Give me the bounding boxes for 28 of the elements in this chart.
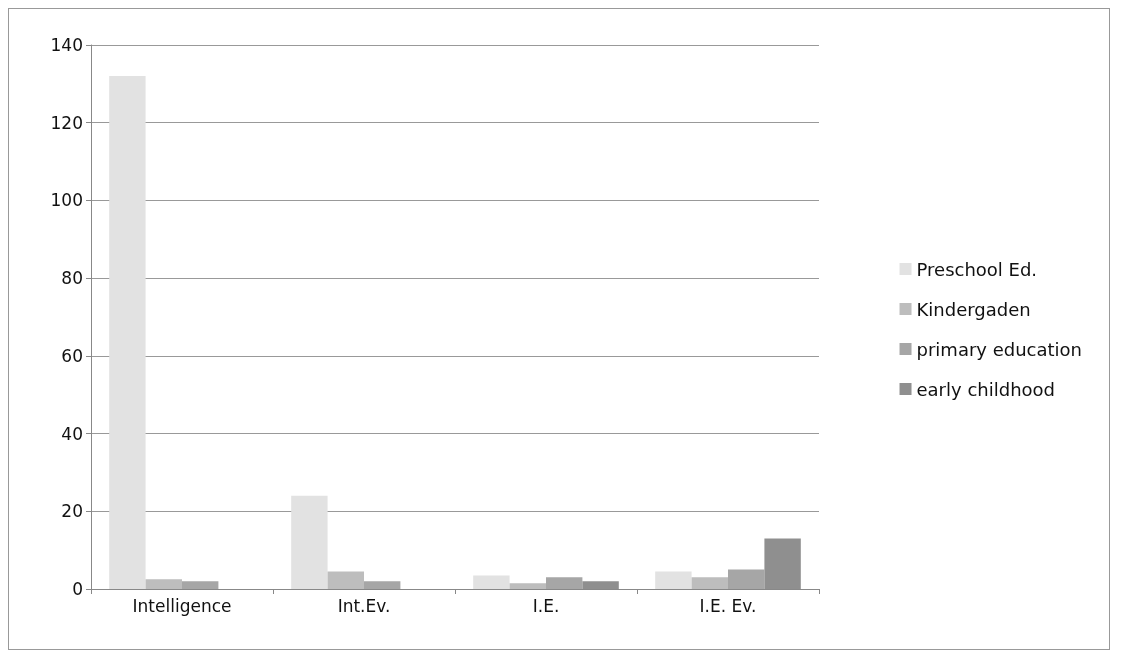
x-tick-label: Intelligence: [132, 595, 232, 616]
x-tick-label: I.E. Ev.: [699, 595, 757, 616]
y-tick-label: 40: [61, 423, 83, 444]
bar: [145, 579, 182, 589]
legend-label: early childhood: [916, 378, 1055, 400]
bar: [546, 577, 583, 589]
legend-label: Preschool Ed.: [916, 258, 1038, 280]
bar: [182, 581, 219, 589]
bar: [691, 577, 728, 589]
legend-label: primary education: [916, 338, 1082, 360]
bar: [109, 76, 146, 589]
y-tick-label: 100: [50, 190, 83, 211]
bar: [473, 575, 510, 589]
y-tick-label: 60: [61, 345, 83, 366]
bar: [291, 495, 328, 589]
bar: [364, 581, 401, 589]
y-tick-label: 80: [61, 268, 83, 289]
legend-label: Kindergaden: [916, 298, 1031, 320]
x-tick-label: Int.Ev.: [337, 595, 391, 616]
x-tick-label: I.E.: [532, 595, 560, 616]
bar: [728, 569, 765, 589]
bar: [327, 571, 364, 589]
y-tick-label: 0: [72, 579, 83, 599]
bar: [509, 583, 546, 589]
y-tick-label: 140: [50, 35, 83, 55]
y-tick-label: 20: [61, 501, 83, 522]
y-tick-label: 120: [50, 112, 83, 133]
bar: [655, 571, 692, 589]
